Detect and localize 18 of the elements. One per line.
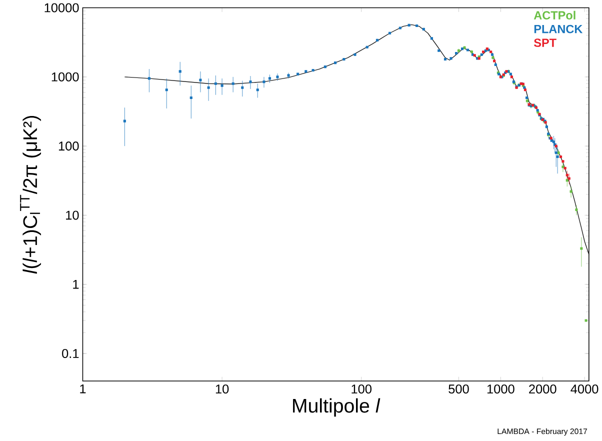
text: PLANCK: [534, 24, 583, 34]
y-tick-label: 1: [73, 280, 79, 289]
x-tick-label: 100: [352, 384, 372, 394]
x-tick-label: 500: [448, 384, 469, 394]
y-tick-label: 1000: [52, 72, 79, 82]
y-tick-label: 10000: [44, 3, 79, 12]
y-tick-label: 10: [66, 210, 79, 220]
x-tick-label: 1: [80, 384, 86, 394]
x-axis-title: Multipole l: [293, 398, 380, 417]
x-tick-label: 2000: [529, 384, 556, 394]
text: ACTPol: [534, 10, 576, 20]
text: SPT: [534, 38, 556, 47]
x-tick-label: 10: [216, 384, 229, 394]
y-tick-label: 100: [58, 142, 79, 151]
y-axis-title: l(l+1)C$_{l}$$^{TT}$/2π (μK²): [20, 116, 41, 274]
x-tick-label: 4000: [570, 384, 598, 394]
y-tick-label: 0.1: [62, 348, 79, 358]
x-tick-label: 1000: [487, 384, 514, 394]
